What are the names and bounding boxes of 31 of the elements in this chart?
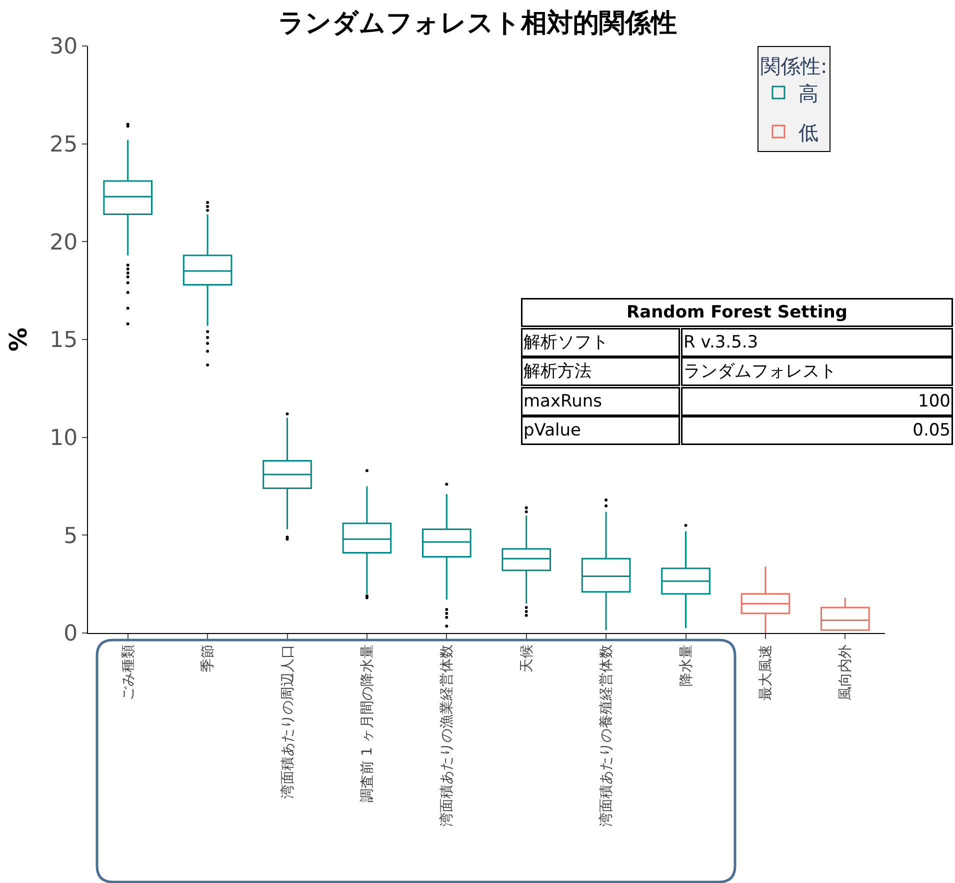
y-tick-label: 5 [64, 524, 78, 549]
x-tick-label: 湾面積あたりの周辺人口 [280, 644, 296, 799]
legend-title: 関係性: [760, 54, 828, 78]
x-tick-label: 季節 [200, 644, 216, 673]
y-axis-title: % [4, 327, 33, 352]
x-tick-label: 天候 [518, 644, 535, 673]
legend-label: 高 [798, 81, 818, 106]
x-tick-label: 降水量 [678, 644, 694, 687]
y-tick-label: 30 [50, 34, 78, 60]
annotation: ランダムフォレスト [684, 361, 836, 382]
annotation: maxRuns [524, 391, 602, 412]
annotation: 解析ソフト [524, 332, 608, 352]
x-tick-label: 最大風速 [758, 644, 774, 701]
x-tick-label: 湾面積あたりの漁業経営体数 [439, 644, 456, 827]
x-tick-label: 調査前 1 ヶ月間の降水量 [360, 644, 376, 802]
text: 100 [918, 391, 950, 412]
x-tick-label: 風向内外 [838, 644, 854, 701]
text: 0.05 [912, 420, 950, 440]
x-tick-label: ごみ種類 [120, 644, 136, 701]
y-tick-label: 20 [50, 230, 78, 256]
legend-label: 低 [798, 120, 818, 144]
y-tick-label: 25 [50, 132, 78, 158]
annotation: R v.3.5.3 [684, 332, 758, 352]
y-tick-label: 0 [64, 622, 78, 647]
annotation: pValue [524, 420, 581, 440]
annotation: 解析方法 [524, 361, 592, 382]
y-tick-label: 15 [50, 328, 78, 354]
annotation: Random Forest Setting [626, 302, 848, 322]
x-tick-label: 湾面積あたりの養殖経営体数 [598, 644, 615, 827]
chart-title: ランダムフォレスト相対的関係性 [278, 8, 677, 38]
y-tick-label: 10 [50, 426, 78, 452]
